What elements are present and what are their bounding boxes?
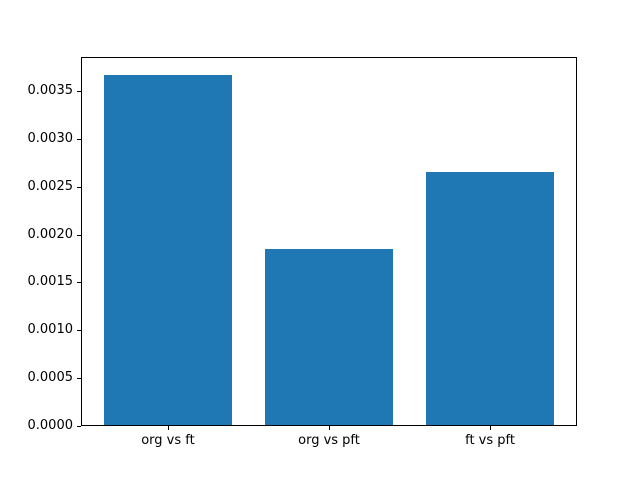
y-tick-label: 0.0020 <box>27 226 74 242</box>
x-tick-label: org vs ft <box>141 433 195 448</box>
y-tick-label: 0.0000 <box>27 418 74 433</box>
y-tick-mark <box>77 330 81 332</box>
y-tick-mark <box>77 91 81 93</box>
bar-org-vs-ft <box>103 74 233 425</box>
y-tick-mark <box>77 282 81 284</box>
x-tick-mark <box>329 426 330 430</box>
y-tick-label: 0.0015 <box>27 274 74 290</box>
x-tick-mark <box>167 426 169 430</box>
y-tick-mark <box>77 234 81 236</box>
y-tick-mark <box>77 186 81 188</box>
y-tick-label: 0.0010 <box>27 322 74 338</box>
y-tick-mark <box>77 426 81 427</box>
bar-ft-vs-pft <box>425 171 555 425</box>
y-tick-label: 0.0030 <box>27 130 74 146</box>
x-tick-label: org vs pft <box>298 433 360 448</box>
plot-area-border <box>81 57 577 426</box>
x-tick-mark <box>490 426 492 430</box>
y-tick-label: 0.0025 <box>27 178 74 194</box>
y-tick-mark <box>77 138 81 140</box>
y-tick-mark <box>77 378 81 380</box>
bar-org-vs-pft <box>264 249 394 425</box>
y-tick-label: 0.0005 <box>27 370 74 386</box>
x-tick-label: ft vs pft <box>465 433 515 448</box>
y-tick-label: 0.0035 <box>27 83 74 99</box>
